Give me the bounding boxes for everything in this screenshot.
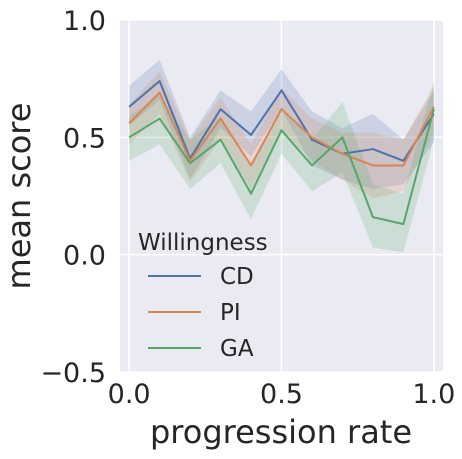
band-ga: [129, 81, 434, 253]
line-cd: [128, 80, 435, 162]
legend: Willingness CD PI GA: [138, 230, 268, 362]
x-axis-ticks: 0.0 0.5 1.0: [108, 379, 456, 410]
y-tick-label-2: 0.5: [63, 123, 106, 154]
y-tick-label-0: −0.5: [40, 358, 106, 389]
legend-label-cd: CD: [220, 264, 254, 290]
x-axis-label: progression rate: [150, 413, 412, 451]
x-tick-label-2: 1.0: [412, 379, 455, 410]
line-ga: [128, 108, 435, 226]
y-axis-ticks: −0.5 0.0 0.5 1.0: [40, 6, 106, 389]
y-tick-label-1: 0.0: [63, 241, 106, 272]
x-tick-label-0: 0.0: [108, 379, 151, 410]
band-pi: [129, 71, 434, 199]
legend-title: Willingness: [138, 230, 268, 256]
y-axis-label: mean score: [0, 103, 38, 290]
confidence-bands: [129, 59, 434, 253]
grid-lines: [120, 19, 443, 373]
legend-label-ga: GA: [220, 336, 254, 362]
series-lines: [128, 80, 435, 226]
band-cd: [129, 59, 434, 189]
y-tick-label-3: 1.0: [63, 6, 106, 37]
line-pi: [128, 91, 435, 167]
x-tick-label-1: 0.5: [260, 379, 303, 410]
legend-label-pi: PI: [220, 300, 241, 326]
